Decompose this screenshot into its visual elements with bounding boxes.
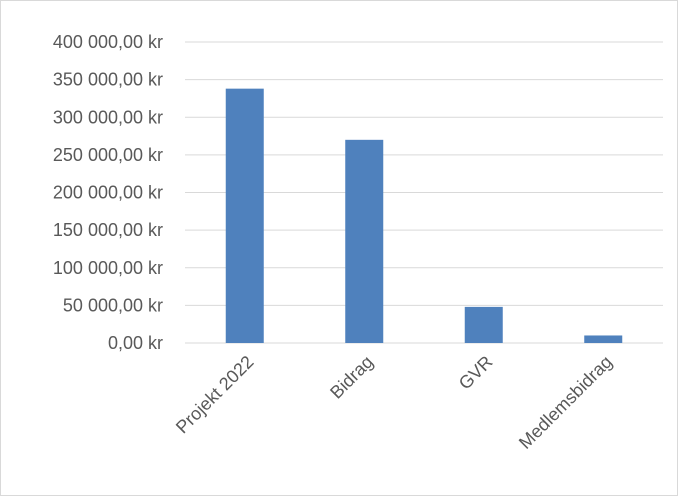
y-tick-label: 0,00 kr	[108, 333, 163, 353]
y-tick-label: 300 000,00 kr	[53, 107, 163, 127]
y-axis-tick-labels: 0,00 kr 50 000,00 kr 100 000,00 kr 150 000,…	[53, 32, 163, 353]
bar-bidrag	[345, 139, 384, 343]
x-category-label: Projekt 2022	[172, 352, 258, 438]
bar-gvr	[464, 306, 503, 343]
y-tick-label: 400 000,00 kr	[53, 32, 163, 52]
bar-medlemsbidrag	[584, 335, 623, 343]
bar-projekt-2022	[225, 88, 264, 343]
x-category-label: Medlemsbidrag	[515, 352, 616, 453]
y-tick-label: 200 000,00 kr	[53, 183, 163, 203]
y-tick-label: 350 000,00 kr	[53, 70, 163, 90]
grid-layer	[185, 41, 663, 344]
y-tick-label: 150 000,00 kr	[53, 220, 163, 240]
bars	[225, 88, 623, 343]
y-tick-label: 250 000,00 kr	[53, 145, 163, 165]
x-category-label: GVR	[455, 352, 497, 394]
y-tick-label: 100 000,00 kr	[53, 258, 163, 278]
x-category-label: Bidrag	[326, 352, 377, 403]
y-tick-label: 50 000,00 kr	[63, 295, 163, 315]
x-axis-category-labels: Projekt 2022 Bidrag GVR Medlemsbidrag	[172, 352, 616, 453]
